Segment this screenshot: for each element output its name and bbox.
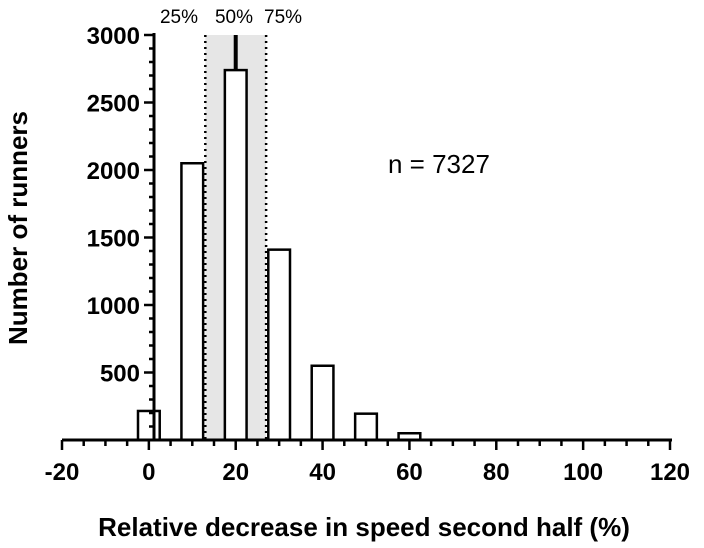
quartile-75-label: 75% <box>264 7 302 28</box>
sample-size-annotation: n = 7327 <box>388 149 490 179</box>
x-tick-label: 40 <box>309 459 336 486</box>
x-axis-title: Relative decrease in speed second half (… <box>98 512 630 542</box>
y-ticks-group: 500 1000 1500 2000 2500 3000 <box>87 23 154 428</box>
bar <box>136 409 161 442</box>
bar <box>353 412 379 442</box>
quartile-50-label: 50% <box>215 7 253 28</box>
x-tick-label: 80 <box>483 459 510 486</box>
bar <box>310 364 335 442</box>
bar <box>180 162 205 442</box>
x-tick-label: 20 <box>222 459 249 486</box>
bars-group <box>136 68 422 442</box>
x-tick-label: 120 <box>650 459 690 486</box>
y-axis-title: Number of runners <box>3 111 33 345</box>
y-tick-label: 500 <box>100 361 140 388</box>
quartile-25-label: 25% <box>160 7 198 28</box>
x-tick-label: 0 <box>142 459 155 486</box>
y-tick-label: 2500 <box>87 91 140 118</box>
x-tick-label: -20 <box>45 459 80 486</box>
bar <box>223 68 248 442</box>
x-ticks-group: -20 0 20 40 60 80 100 120 <box>45 440 690 486</box>
y-tick-label: 1000 <box>87 293 140 320</box>
x-tick-label: 100 <box>563 459 603 486</box>
x-tick-label: 60 <box>396 459 423 486</box>
y-tick-label: 1500 <box>87 226 140 253</box>
y-tick-label: 2000 <box>87 158 140 185</box>
bar <box>267 248 292 442</box>
y-tick-label: 3000 <box>87 23 140 50</box>
